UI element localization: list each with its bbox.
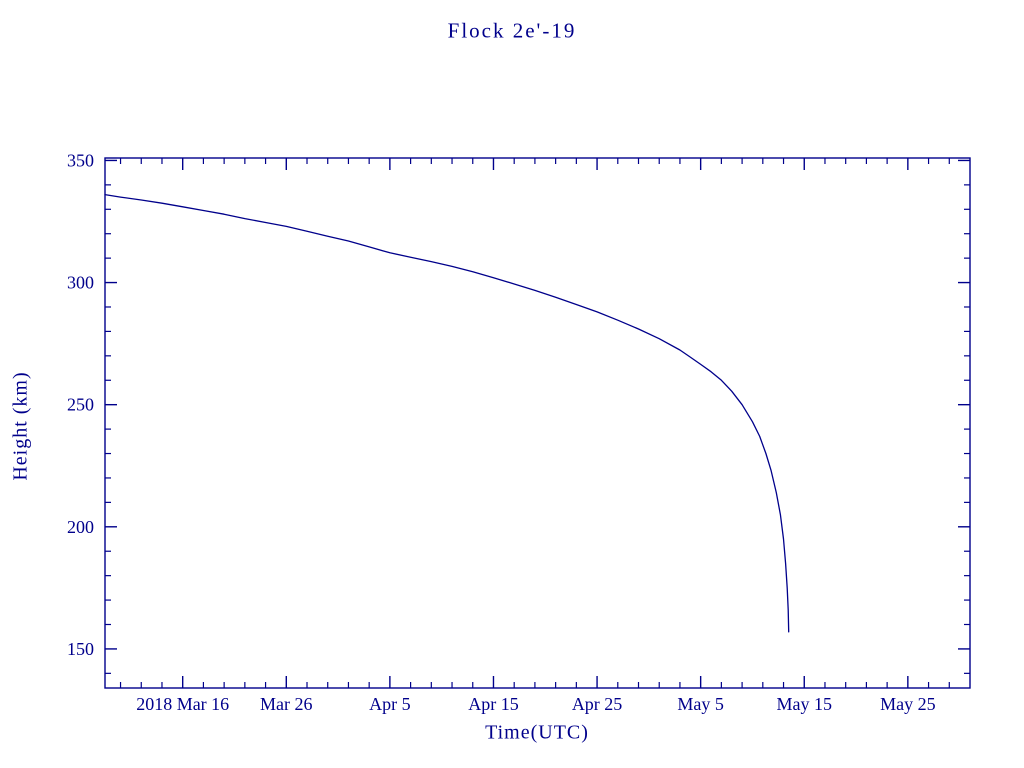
x-tick-label: Apr 5 — [369, 694, 411, 714]
x-tick-label: Apr 15 — [468, 694, 519, 714]
x-tick-label: May 15 — [777, 694, 833, 714]
chart-title: Flock 2e'-19 — [447, 18, 577, 43]
y-tick-label: 300 — [67, 273, 94, 293]
x-tick-label: May 25 — [880, 694, 936, 714]
plot-frame — [104, 157, 971, 689]
y-tick-label: 150 — [67, 639, 94, 659]
y-tick-label: 250 — [67, 395, 94, 415]
x-tick-label: Apr 25 — [572, 694, 623, 714]
x-tick-label: May 5 — [677, 694, 724, 714]
x-axis-label: Time(UTC) — [485, 721, 589, 744]
y-tick-label: 200 — [67, 517, 94, 537]
x-tick-label: 2018 Mar 16 — [136, 694, 229, 714]
y-axis-label: Height (km) — [9, 371, 32, 481]
height-curve — [104, 193, 790, 633]
x-tick-label: Mar 26 — [260, 694, 313, 714]
y-tick-label: 350 — [67, 150, 94, 170]
